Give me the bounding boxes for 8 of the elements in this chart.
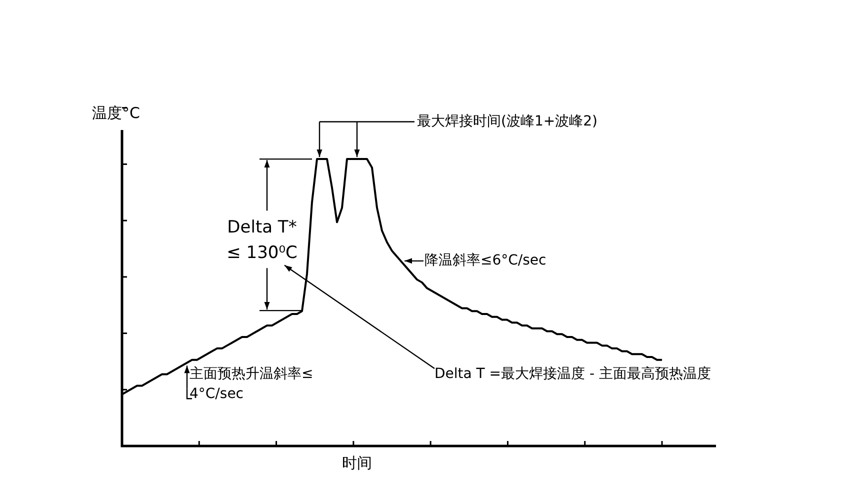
annotation: 4°C/sec	[190, 386, 244, 402]
annotation: ≤ 130⁰C	[226, 243, 298, 264]
x-axis-title: 时间	[342, 454, 372, 472]
annotation: 降温斜率≤6°C/sec	[424, 252, 546, 269]
annotation: Delta T*	[227, 217, 297, 238]
text: 最大焊接时间(波峰1+波峰2)	[417, 113, 598, 130]
annotation: Delta T =最大焊接温度 - 主面最高预热温度	[434, 366, 711, 382]
annotation: 主面预热升温斜率≤	[190, 366, 314, 382]
